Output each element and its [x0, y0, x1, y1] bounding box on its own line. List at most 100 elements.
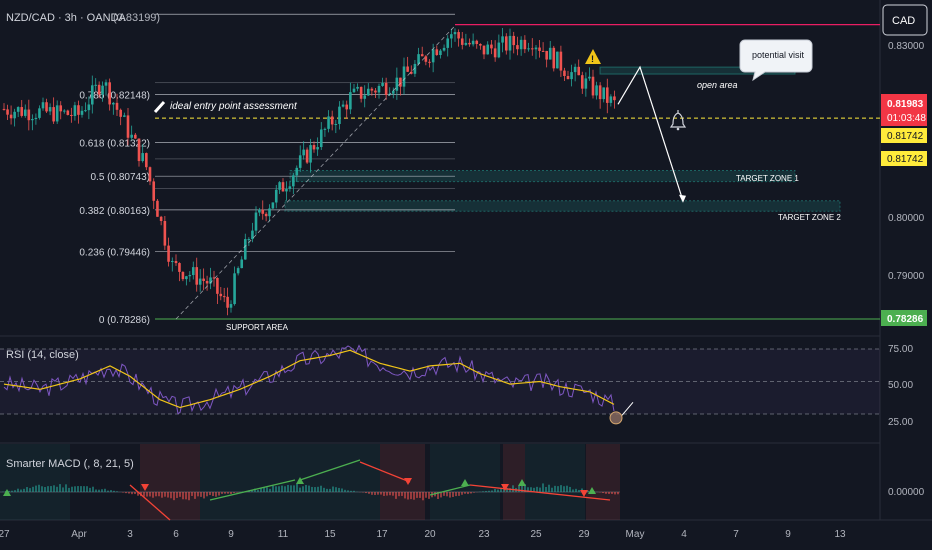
- macd-bar: [179, 492, 181, 497]
- candle-body: [219, 293, 223, 297]
- macd-bar: [128, 492, 130, 494]
- current-price: 0.81983: [887, 99, 924, 110]
- candle-body: [588, 76, 591, 79]
- macd-bar: [68, 487, 70, 492]
- macd-bar: [353, 490, 355, 492]
- macd-bar: [404, 492, 406, 499]
- macd-bar: [317, 486, 319, 492]
- projection-path: [617, 65, 684, 201]
- potential-visit-callout[interactable]: potential visit: [739, 39, 813, 82]
- macd-bar: [374, 492, 376, 496]
- candle-body: [274, 189, 278, 203]
- price-label-2: 0.79000: [888, 271, 925, 282]
- macd-bar: [161, 492, 163, 498]
- candle-body: [202, 278, 205, 281]
- macd-bar: [20, 489, 22, 492]
- macd-bar: [38, 484, 40, 492]
- candle-body: [479, 43, 482, 46]
- candle-body: [538, 47, 541, 51]
- candle-body: [94, 84, 98, 86]
- zone-1: [289, 170, 796, 183]
- candle-body: [453, 32, 457, 35]
- rsi-line: [3, 344, 615, 415]
- macd-buy-marker: [588, 487, 596, 494]
- candle-body: [41, 102, 45, 109]
- candle-body: [316, 147, 319, 150]
- candle-body: [254, 212, 258, 231]
- macd-bar: [293, 485, 295, 492]
- candle-body: [59, 105, 63, 112]
- macd-bar: [497, 489, 499, 492]
- candle-body: [613, 96, 616, 101]
- macd-bar: [308, 485, 310, 492]
- macd-bar: [143, 492, 145, 497]
- candle-body: [377, 85, 381, 93]
- macd-shade-red: [503, 444, 525, 520]
- macd-bar: [326, 488, 328, 492]
- candle-body: [345, 104, 349, 110]
- candle-body: [580, 75, 584, 89]
- macd-trend-down: [359, 461, 411, 483]
- macd-bar: [470, 492, 472, 494]
- currency-button[interactable]: CAD: [882, 4, 928, 36]
- candle-body: [84, 110, 87, 112]
- macd-bar: [347, 490, 349, 492]
- candle-body: [312, 145, 316, 150]
- candle-body: [285, 188, 288, 192]
- time-label: Apr: [71, 529, 87, 540]
- macd-bar: [617, 492, 619, 495]
- macd-bar: [122, 492, 124, 493]
- candle-body: [584, 78, 588, 89]
- macd-bar: [311, 486, 313, 492]
- candle-body: [271, 202, 275, 209]
- marker-badge-2: [881, 151, 927, 166]
- macd-bar: [125, 492, 127, 494]
- candle-body: [417, 54, 420, 64]
- macd-bar: [446, 492, 448, 497]
- macd-bar: [41, 486, 43, 492]
- rsi-label-50: 50.00: [888, 380, 913, 391]
- macd-bar: [107, 490, 109, 492]
- macd-bar: [236, 492, 238, 493]
- candle-body: [134, 134, 137, 139]
- macd-bar: [518, 485, 520, 492]
- macd-bar: [512, 485, 514, 492]
- macd-bar: [134, 492, 136, 495]
- macd-bar: [287, 484, 289, 492]
- macd-bar: [320, 485, 322, 492]
- macd-bar: [284, 486, 286, 492]
- candle-body: [38, 108, 41, 118]
- macd-bar: [566, 485, 568, 492]
- candle-body: [460, 38, 464, 45]
- candle-body: [261, 209, 265, 214]
- candle-body: [2, 108, 6, 110]
- macd-bar: [341, 488, 343, 492]
- candle-body: [90, 85, 94, 105]
- macd-bar: [203, 492, 205, 499]
- macd-bar: [182, 492, 184, 500]
- macd-bar: [167, 492, 169, 498]
- candle-body: [13, 111, 16, 119]
- candle-body: [123, 115, 126, 117]
- macd-bar: [386, 492, 388, 496]
- macd-bar: [197, 492, 199, 497]
- macd-shade-red: [380, 444, 425, 520]
- macd-bar: [392, 492, 394, 496]
- macd-bar: [65, 484, 67, 492]
- macd-bar: [452, 492, 454, 497]
- marker-badge-1-text: 0.81742: [887, 131, 924, 142]
- macd-bar: [569, 486, 571, 492]
- macd-bar: [98, 489, 100, 492]
- candle-body: [209, 277, 212, 284]
- macd-bar: [494, 488, 496, 492]
- macd-bar: [440, 492, 442, 498]
- candle-body: [216, 277, 219, 294]
- zone-2: [284, 200, 841, 212]
- macd-bar: [296, 483, 298, 492]
- candle-body: [475, 40, 479, 44]
- entry-annotation: ideal entry point assessment: [170, 101, 298, 112]
- candle-body: [302, 149, 305, 156]
- bell-icon[interactable]: [669, 110, 687, 131]
- candle-body: [20, 107, 24, 116]
